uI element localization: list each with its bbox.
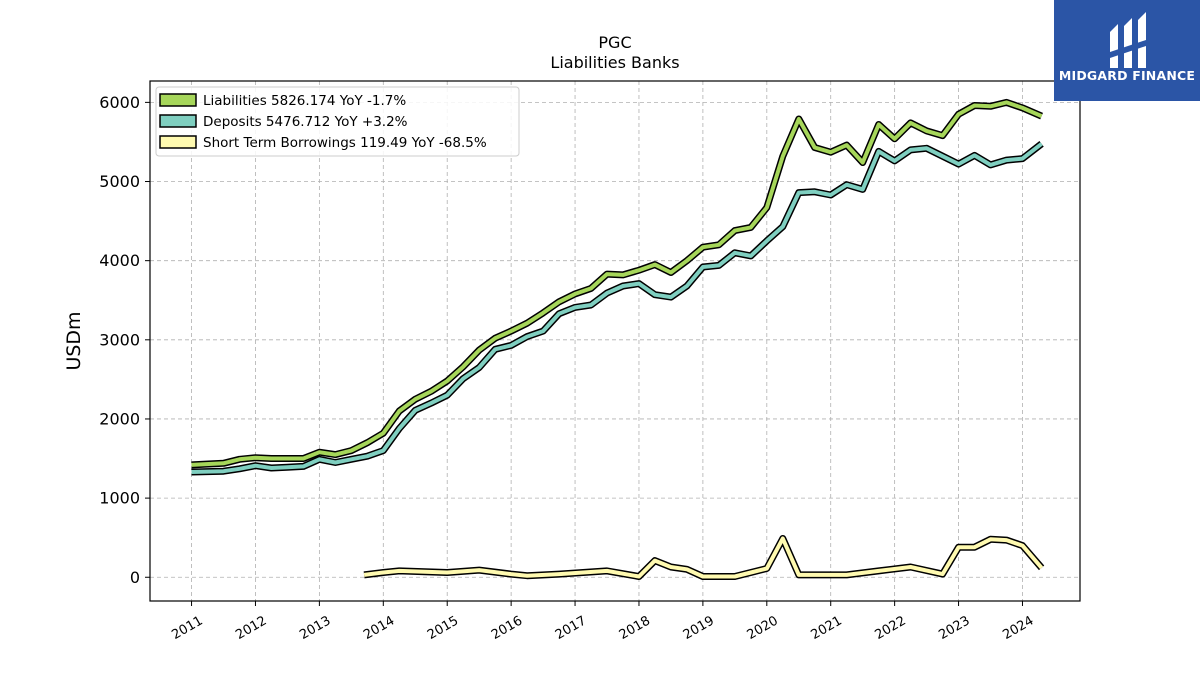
y-tick-label: 4000: [99, 251, 140, 270]
x-tick-label: 2011: [169, 613, 205, 643]
chart-title: PGC: [598, 33, 631, 52]
x-tick-label: 2021: [809, 613, 845, 643]
chart-subtitle: Liabilities Banks: [550, 53, 679, 72]
x-tick-label: 2016: [489, 613, 525, 643]
legend-box: [155, 86, 520, 157]
y-tick-label: 1000: [99, 489, 140, 508]
grid: [150, 81, 1080, 601]
brand-logo: MIDGARD FINANCE: [1054, 0, 1200, 101]
legend-label: Short Term Borrowings 119.49 YoY -68.5%: [203, 135, 487, 151]
legend: Liabilities 5826.174 YoY -1.7% Deposits 5…: [155, 86, 520, 157]
series-line: [363, 536, 1044, 579]
y-axis-ticks: 0 1000 2000 3000 4000 5000 6000: [99, 93, 150, 587]
y-tick-label: 5000: [99, 172, 140, 191]
y-tick-label: 6000: [99, 93, 140, 112]
y-tick-label: 3000: [99, 330, 140, 349]
y-axis-label: USDm: [63, 311, 85, 370]
series-line: [191, 100, 1043, 467]
x-tick-label: 2023: [936, 613, 972, 643]
brand-name: MIDGARD FINANCE: [1058, 68, 1196, 83]
x-tick-label: 2017: [553, 613, 589, 643]
y-tick-label: 0: [130, 568, 140, 587]
x-tick-label: 2018: [617, 613, 653, 643]
legend-swatch: [159, 93, 197, 107]
x-tick-label: 2015: [425, 613, 461, 643]
x-tick-label: 2019: [681, 613, 717, 643]
midgard-logo-icon: [1110, 12, 1146, 68]
x-tick-label: 2022: [872, 613, 908, 643]
legend-swatch: [159, 135, 197, 149]
legend-label: Deposits 5476.712 YoY +3.2%: [203, 114, 408, 130]
y-tick-label: 2000: [99, 409, 140, 428]
plot-frame: [149, 80, 1081, 602]
x-tick-label: 2020: [745, 613, 781, 643]
legend-label: Liabilities 5826.174 YoY -1.7%: [203, 93, 406, 109]
series-lines: [191, 98, 1045, 580]
x-tick-label: 2024: [1000, 613, 1036, 643]
legend-swatch: [159, 114, 197, 128]
x-tick-label: 2014: [361, 613, 397, 643]
x-tick-label: 2013: [297, 613, 333, 643]
series-line: [191, 142, 1043, 474]
x-axis-ticks: 2011 2012 2013 2014 2015 2016 2017 2018 2019 2020…: [169, 601, 1036, 643]
x-tick-label: 2012: [233, 613, 269, 643]
chart-title-group: PGC Liabilities Banks: [550, 33, 679, 72]
